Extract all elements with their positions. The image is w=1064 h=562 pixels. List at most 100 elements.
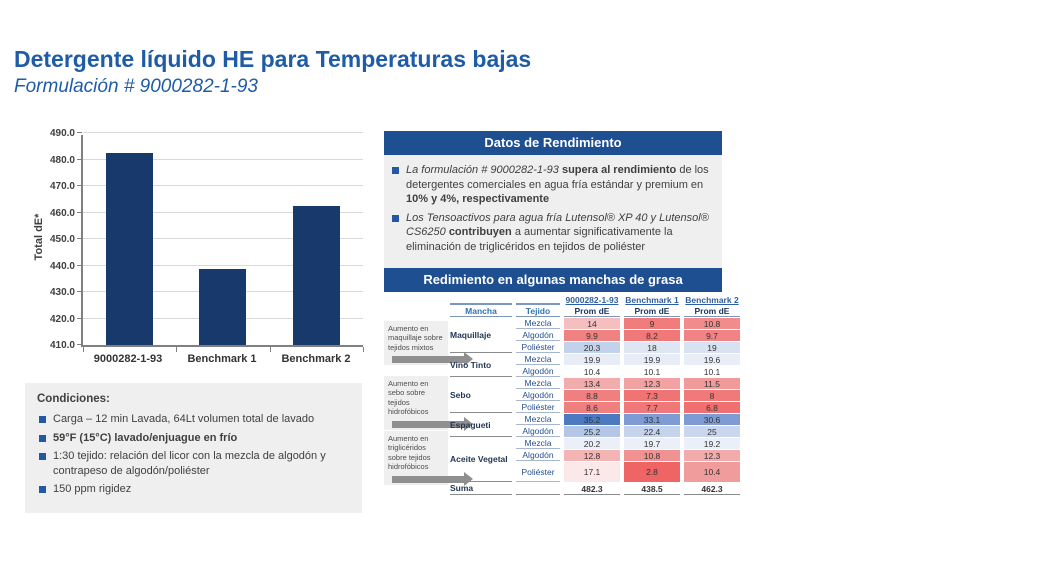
gridline: [83, 264, 363, 266]
table-row: Poliéster 17.1 2.8 10.4: [450, 462, 740, 482]
text-run: 1:30 tejido: relación del licor con la m…: [53, 450, 326, 477]
x-tick: [269, 347, 271, 352]
tejido-cell: [516, 483, 560, 495]
y-tick-label: 430.0: [49, 287, 75, 298]
bullet-item: 1:30 tejido: relación del licor con la m…: [37, 449, 350, 478]
column-group-header: Benchmark 1: [625, 295, 679, 305]
column-subheader: Prom dE: [564, 306, 620, 317]
y-tick: [77, 185, 82, 186]
tejido-cell: Algodón: [516, 450, 560, 461]
text-run: 10% y 4%, respectivamente: [406, 193, 550, 206]
bullet-square-icon: [39, 453, 46, 461]
datos-rendimiento-body: La formulación # 9000282-1-93 supera al …: [384, 155, 722, 269]
y-tick-label: 440.0: [49, 260, 75, 272]
column-subheader: Mancha: [450, 306, 512, 317]
table-row: Algodón 25.2 22.4 25: [450, 426, 740, 437]
bullet-item: 150 ppm rigidez: [37, 482, 350, 497]
stain-table-section: Aumento en maquillaje sobre tejidos mixt…: [384, 294, 760, 498]
bullet-text: Los Tensoactivos para agua fría Lutensol…: [406, 211, 714, 255]
total-de-bar-chart: Total dE* 410.0 420.0 430.0 440.0 450.0 460.0…: [25, 127, 371, 377]
value-cell: 33.1: [624, 414, 680, 425]
gridline: [83, 238, 363, 239]
x-axis-category-label: Benchmark 2: [281, 353, 351, 365]
arrow-right-icon: [392, 352, 473, 367]
bullet-square-icon: [39, 486, 46, 494]
table-row: Maquillaje Mezcla 14 9 10.8: [450, 318, 740, 353]
value-cell: 18: [624, 342, 680, 353]
value-cell: 19.7: [624, 438, 680, 449]
y-tick-label: 490.0: [49, 128, 75, 139]
value-cell: 10.8: [684, 318, 740, 329]
gridline: [83, 185, 363, 186]
y-tick-label: 470.0: [49, 181, 75, 192]
annotation-text: Aumento en triglicéridos sobre tejidos h…: [388, 434, 431, 472]
value-cell: 8.2: [624, 330, 680, 341]
table-annotation-sebo: Aumento en sebo sobre tejidos hidrofóbic…: [384, 376, 473, 431]
bullet-square-icon: [392, 167, 399, 174]
x-tick: [83, 347, 84, 352]
y-tick: [77, 158, 82, 160]
value-cell: 19.2: [684, 438, 740, 449]
value-cell: 20.3: [564, 342, 620, 353]
tejido-cell: Mezcla: [516, 414, 560, 425]
y-tick: [77, 264, 82, 266]
page-subtitle: Formulación # 9000282-1-93: [14, 76, 258, 97]
value-cell: 12.8: [564, 450, 620, 461]
table-row: Poliéster 8.6 7.7 6.8: [450, 402, 740, 413]
text-run: de los detergentes comerciales en agua f…: [406, 164, 709, 191]
y-tick: [77, 238, 82, 239]
text-run: Carga – 12 min Lavada, 64Lt volumen tota…: [53, 413, 315, 425]
stain-table-header: Redimiento en algunas manchas de grasa: [384, 268, 722, 292]
mancha-cell: Aceite Vegetal: [450, 438, 512, 482]
stain-table: 9000282-1-93 Benchmark 1 Benchmark 2 Mancha…: [446, 294, 744, 496]
chart-x-axis-labels: 9000282-1-93 Benchmark 1 Benchmark 2: [81, 353, 363, 365]
datos-rendimiento-list: La formulación # 9000282-1-93 supera al …: [390, 163, 714, 254]
text-run: a aumentar significativamente la elimina…: [406, 226, 673, 253]
value-cell: 10.1: [684, 366, 740, 377]
y-tick: [77, 291, 82, 292]
bullet-text: 1:30 tejido: relación del licor con la m…: [53, 449, 350, 478]
text-run: La formulación # 9000282-1-93: [406, 164, 562, 176]
table-row: Algodón 8.8 7.3 8: [450, 390, 740, 401]
tejido-cell: Poliéster: [516, 462, 560, 482]
column-subheader: Tejido: [516, 306, 560, 317]
column-group-header: 9000282-1-93: [565, 295, 619, 305]
bullet-text: Carga – 12 min Lavada, 64Lt volumen tota…: [53, 412, 314, 427]
text-run: contribuyen: [448, 226, 512, 239]
value-cell: 7.7: [624, 402, 680, 413]
tejido-cell: Mezcla: [516, 354, 560, 365]
conditions-list: Carga – 12 min Lavada, 64Lt volumen tota…: [37, 412, 350, 497]
value-cell: 6.8: [684, 402, 740, 413]
value-cell: 462.3: [684, 483, 740, 495]
value-cell: 8.8: [564, 390, 620, 401]
mancha-cell: Espagueti: [450, 414, 512, 437]
value-cell: 13.4: [564, 378, 620, 389]
bullet-item: Carga – 12 min Lavada, 64Lt volumen tota…: [37, 412, 350, 427]
annotation-text: Aumento en maquillaje sobre tejidos mixt…: [388, 324, 443, 352]
gridline: [83, 158, 363, 160]
y-tick-label: 460.0: [49, 207, 75, 219]
text-run: Los Tensoactivos para agua fría Lutensol…: [406, 211, 709, 239]
y-tick: [77, 211, 82, 213]
value-cell: 19.9: [624, 354, 680, 365]
annotation-text: Aumento en sebo sobre tejidos hidrofóbic…: [388, 379, 429, 417]
table-row: Espagueti Mezcla 35.2 33.1 30.6: [450, 414, 740, 437]
x-tick: [176, 347, 178, 352]
gridline: [83, 132, 363, 133]
mancha-cell: Vino Tinto: [450, 354, 512, 377]
value-cell: 8: [684, 390, 740, 401]
value-cell: 9.7: [684, 330, 740, 341]
value-cell: 9.9: [564, 330, 620, 341]
bars-container: [83, 135, 363, 345]
value-cell: 25.2: [564, 426, 620, 437]
value-cell: 482.3: [564, 483, 620, 495]
header-spacer: [450, 295, 512, 305]
value-cell: 2.8: [624, 462, 680, 482]
table-row: Algodón 10.4 10.1 10.1: [450, 366, 740, 377]
page-title: Detergente líquido HE para Temperaturas …: [14, 46, 532, 72]
value-cell: 9: [624, 318, 680, 329]
text-run: supera al rendimiento: [561, 164, 677, 176]
column-subheader: Prom dE: [684, 306, 740, 317]
bar-slot: [176, 135, 269, 345]
bullet-text: 59°F (15°C) lavado/enjuague en frío: [53, 431, 237, 446]
